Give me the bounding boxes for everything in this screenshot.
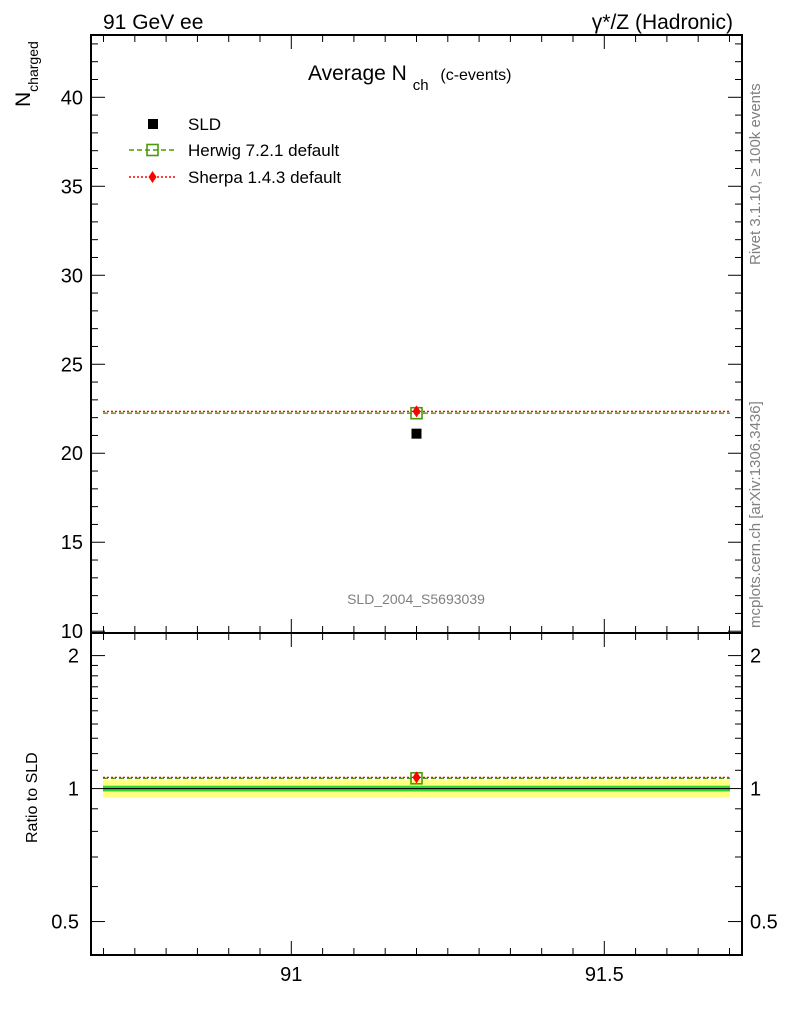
mcplots-label: mcplots.cern.ch [arXiv:1306.3436] (747, 401, 764, 628)
legend-sherpa-marker (148, 171, 157, 183)
sld-data-point (411, 428, 422, 439)
ratio-y-tick-label-right: 1 (750, 779, 761, 801)
ratio-y-tick-label: 0.5 (51, 912, 79, 934)
ratio-panel-frame (90, 632, 743, 956)
main-panel: Average N ch (c-events) Ncharged SLD_200… (12, 34, 743, 643)
y-tick-label: 15 (61, 532, 83, 554)
legend-herwig-label: Herwig 7.2.1 default (188, 141, 339, 160)
ratio-y-axis-label: Ratio to SLD (24, 752, 41, 843)
ratio-y-tick-label: 1 (68, 779, 79, 801)
sherpa-point (412, 405, 421, 418)
y-tick-label: 10 (61, 621, 83, 643)
main-title: Average N ch (c-events) (308, 62, 512, 95)
header-right-label: γ*/Z (Hadronic) (592, 11, 733, 34)
x-tick-label: 91 (280, 964, 302, 986)
legend-herwig-marker (146, 143, 159, 157)
x-tick-label: 91.5 (585, 964, 624, 986)
y-tick-label: 40 (61, 87, 83, 109)
ratio-y-tick-label-right: 2 (750, 646, 761, 668)
y-tick-label: 30 (61, 265, 83, 287)
legend: SLD Herwig 7.2.1 default Sherpa 1.4.3 de… (129, 115, 341, 187)
legend-sld-label: SLD (188, 115, 221, 134)
main-y-axis-label: Ncharged (12, 41, 41, 107)
analysis-watermark: SLD_2004_S5693039 (347, 591, 485, 607)
legend-sld-marker (148, 119, 158, 129)
y-tick-label: 25 (61, 354, 83, 376)
y-tick-label: 20 (61, 443, 83, 465)
legend-sherpa-label: Sherpa 1.4.3 default (188, 168, 341, 187)
ratio-y-tick-label: 2 (68, 646, 79, 668)
header-left-label: 91 GeV ee (103, 11, 203, 34)
y-tick-label: 35 (61, 176, 83, 198)
ratio-panel: Ratio to SLD 91 91.5 0.5 0.5 1 1 2 2 (24, 632, 778, 986)
rivet-label: Rivet 3.1.10, ≥ 100k events (747, 83, 764, 265)
ratio-sherpa-point (412, 771, 421, 784)
ratio-y-tick-label-right: 0.5 (750, 912, 778, 934)
